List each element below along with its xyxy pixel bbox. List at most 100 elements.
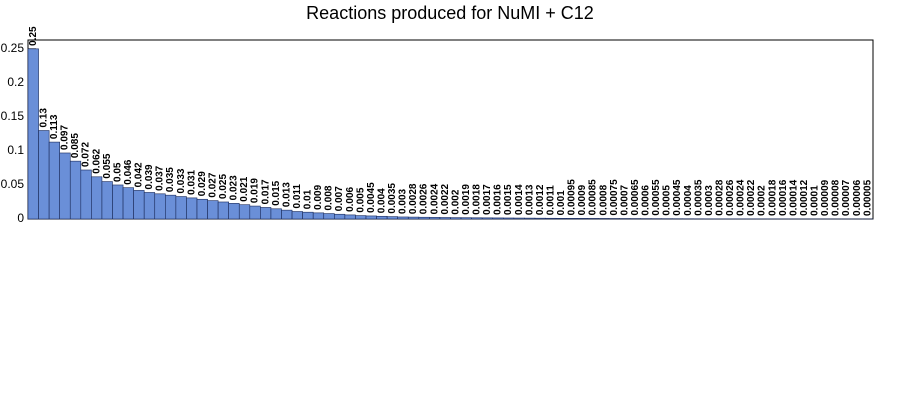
data-label: 0.0004 [683, 185, 694, 216]
bar [344, 214, 356, 220]
y-tick-label: 0.05 [1, 177, 25, 191]
bar [587, 218, 599, 220]
data-label: 0.0019 [461, 184, 472, 215]
data-label: 0.0007 [619, 184, 630, 215]
data-label: 0.085 [70, 133, 81, 158]
bar [407, 216, 420, 220]
bar [492, 217, 504, 220]
data-label: 0.00045 [672, 179, 683, 216]
bar [270, 208, 282, 220]
bar [481, 217, 494, 220]
data-label: 0.097 [60, 125, 71, 150]
data-label: 0.0022 [440, 183, 451, 214]
data-label: 0.00085 [588, 179, 599, 216]
bar [196, 198, 208, 220]
bar [122, 187, 134, 220]
data-label: 0.0015 [503, 184, 514, 215]
data-label: 0.00024 [736, 179, 747, 216]
data-label: 0.00005 [862, 179, 873, 216]
bar [386, 216, 398, 220]
bar [450, 217, 462, 220]
data-label: 0.0001 [810, 185, 821, 216]
data-label: 0.0035 [387, 183, 398, 214]
bar [59, 152, 71, 220]
data-label: 0.009 [313, 184, 324, 209]
data-label: 0.00007 [841, 179, 852, 216]
bar [555, 218, 567, 220]
bar [534, 217, 546, 220]
bar [429, 217, 441, 220]
bar [101, 181, 113, 220]
bar [186, 197, 198, 220]
data-label: 0.072 [81, 142, 92, 167]
data-label: 0.037 [155, 165, 166, 190]
y-tick-label: 0.1 [7, 143, 24, 157]
data-label: 0.021 [239, 176, 250, 201]
bar [513, 217, 525, 220]
data-label: 0.00014 [788, 179, 799, 216]
data-label: 0.011 [292, 184, 303, 209]
data-label: 0.002 [450, 189, 461, 214]
data-label: 0.062 [91, 148, 102, 173]
bar [376, 215, 388, 220]
bar [291, 211, 303, 220]
bar [576, 218, 589, 220]
data-label: 0.027 [207, 172, 218, 197]
bar [312, 212, 325, 220]
data-label: 0.00065 [630, 179, 641, 216]
data-label: 0.031 [186, 169, 197, 194]
bar [598, 218, 610, 220]
data-label: 0.00016 [778, 179, 789, 216]
data-label: 0.017 [260, 179, 271, 204]
bar [48, 141, 60, 220]
data-label: 0.039 [144, 164, 155, 189]
data-label: 0.0013 [524, 184, 535, 215]
data-label: 0.035 [165, 167, 176, 192]
bar [217, 201, 229, 220]
data-label: 0.0008 [598, 184, 609, 215]
data-label: 0.008 [324, 185, 335, 210]
bar [365, 215, 377, 220]
data-label: 0.00022 [746, 179, 757, 216]
data-label: 0.006 [345, 186, 356, 211]
data-label: 0.023 [229, 175, 240, 200]
data-label: 0.0002 [757, 185, 768, 216]
bar [323, 213, 335, 220]
data-label: 0.0045 [366, 182, 377, 213]
data-label: 0.004 [376, 188, 387, 213]
data-label: 0.046 [123, 159, 134, 184]
data-label: 0.25 [28, 26, 39, 46]
data-label: 0.0028 [408, 183, 419, 214]
data-label: 0.05 [112, 162, 123, 182]
bar [566, 218, 578, 220]
y-tick-label: 0.2 [7, 75, 24, 89]
data-label: 0.0005 [662, 185, 673, 216]
bar [608, 218, 620, 220]
bar [439, 217, 451, 220]
chart-title: Reactions produced for NuMI + C12 [306, 3, 594, 23]
y-tick-label: 0.15 [1, 109, 25, 123]
bar [38, 130, 50, 220]
data-label: 0.0012 [535, 184, 546, 215]
data-label: 0.033 [176, 168, 187, 193]
bar [238, 204, 251, 220]
data-label: 0.042 [134, 162, 145, 187]
bar [207, 200, 219, 220]
data-label: 0.0003 [704, 185, 715, 216]
data-label: 0.007 [334, 186, 345, 211]
data-label: 0.01 [303, 189, 314, 209]
bar [112, 184, 124, 220]
data-label: 0.00012 [799, 179, 810, 216]
data-label: 0.0016 [493, 184, 504, 215]
bar [154, 193, 166, 220]
y-tick-label: 0.25 [1, 41, 25, 55]
bar [334, 213, 346, 220]
bar [80, 169, 92, 220]
bar [249, 205, 261, 220]
data-label: 0.015 [271, 180, 282, 205]
data-label: 0.005 [355, 187, 366, 212]
bar [228, 203, 240, 220]
bar [69, 160, 82, 220]
bar [355, 215, 367, 220]
data-label: 0.00009 [820, 179, 831, 216]
